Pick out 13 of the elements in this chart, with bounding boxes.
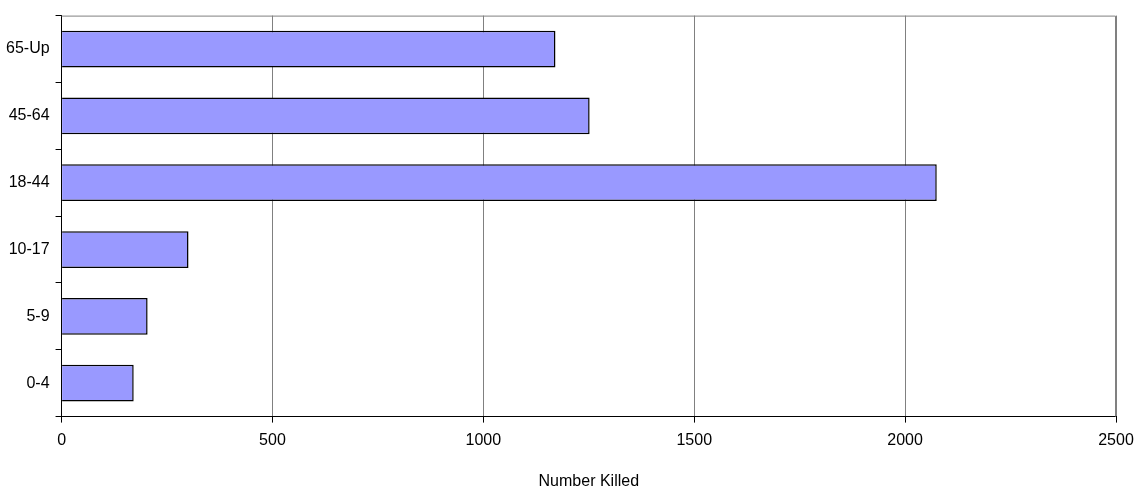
y-tick-label: 10-17 — [8, 239, 50, 257]
x-axis-title: Number Killed — [538, 471, 640, 489]
x-tick-label: 1000 — [465, 430, 502, 448]
y-tick-label: 45-64 — [8, 106, 50, 124]
x-tick-label: 500 — [259, 430, 286, 448]
y-tick-label: 18-44 — [8, 173, 50, 191]
x-tick-label: 2500 — [1098, 430, 1134, 448]
y-tick-label: 65-Up — [6, 39, 50, 57]
x-tick-label: 2000 — [887, 430, 924, 448]
x-tick-label: 0 — [57, 430, 67, 448]
y-tick-label: 0-4 — [26, 373, 50, 391]
x-tick-label: 1500 — [676, 430, 713, 448]
y-tick-label: 5-9 — [26, 306, 50, 324]
